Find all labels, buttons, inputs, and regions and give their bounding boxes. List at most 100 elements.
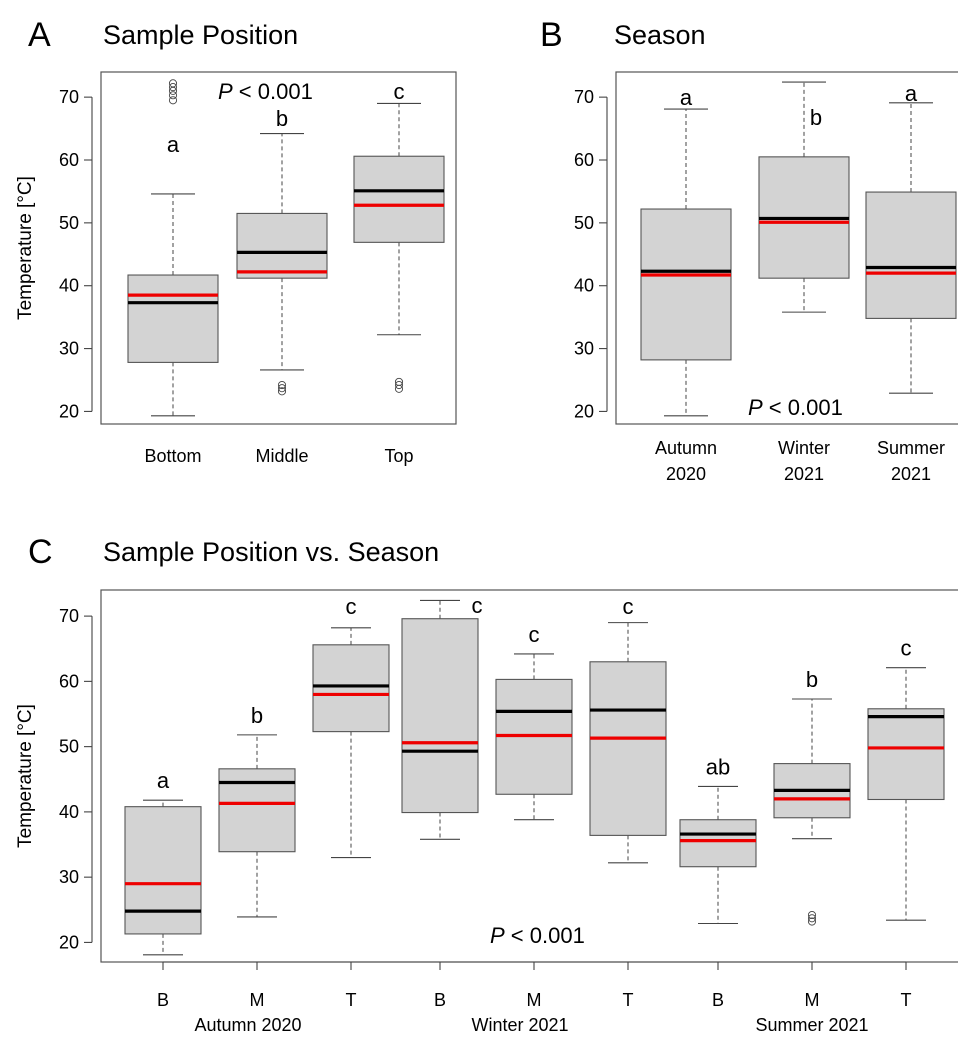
outlier-point [277, 380, 287, 390]
x-tick-label: Top [384, 446, 413, 466]
y-tick-label: 20 [59, 932, 79, 952]
outlier-point [168, 91, 178, 100]
panel-c-y-axis: 20 30 40 50 60 70 [59, 606, 93, 952]
significance-letter: c [623, 594, 634, 619]
box-5 [495, 653, 573, 821]
x-tick-label: Summer 2021 [877, 438, 945, 484]
panel-c-group-labels: Autumn 2020 Winter 2021 Summer 2021 [194, 1015, 868, 1035]
x-tick-label: B [434, 990, 446, 1010]
panel-b-y-axis: 20 30 40 50 60 70 [574, 87, 608, 421]
iqr-box [867, 708, 945, 801]
iqr-box [865, 191, 957, 319]
x-tick-label: Middle [255, 446, 308, 466]
panel-c-title: Sample Position vs. Season [103, 537, 439, 567]
iqr-box [127, 274, 219, 363]
box-9 [867, 667, 945, 921]
significance-letter: c [346, 594, 357, 619]
y-tick-label: 20 [574, 401, 594, 421]
y-tick-label: 30 [574, 339, 594, 359]
x-tick-label: M [250, 990, 265, 1010]
panel-b-letter: B [540, 16, 563, 54]
y-tick-label: 70 [574, 87, 594, 107]
panel-a-plot-frame [100, 71, 457, 425]
box-2 [758, 81, 850, 313]
x-tick-label: T [901, 990, 912, 1010]
iqr-box [353, 155, 445, 243]
panel-b-p-value: P < 0.001 [748, 395, 843, 420]
y-tick-label: 30 [59, 867, 79, 887]
outlier-point [807, 910, 817, 920]
outlier-point [807, 914, 817, 923]
outlier-point [168, 79, 178, 88]
iqr-box [679, 819, 757, 868]
panel-b-boxes [640, 81, 957, 417]
box-3 [353, 102, 445, 393]
iqr-box [312, 644, 390, 733]
y-tick-label: 40 [574, 276, 594, 296]
iqr-box [124, 806, 202, 935]
box-3 [865, 102, 957, 394]
outlier-point [277, 384, 287, 393]
panel-b-title: Season [614, 20, 706, 50]
panel-c-letter: C [28, 533, 53, 571]
x-tick-label: B [157, 990, 169, 1010]
y-tick-label: 50 [59, 737, 79, 757]
panel-c-p-value-rest: < 0.001 [505, 923, 585, 948]
box-1 [127, 79, 219, 417]
box-7 [679, 785, 757, 925]
x-tick-label: Winter 2021 [778, 438, 830, 484]
panel-c-boxes [124, 599, 945, 956]
box-6 [589, 622, 667, 864]
panel-a-y-axis: 20 30 40 50 60 70 [59, 87, 93, 421]
significance-letter: b [276, 106, 288, 131]
panel-a-p-value: P < 0.001 [218, 79, 313, 104]
x-tick-label: Bottom [144, 446, 201, 466]
significance-letter: c [472, 593, 483, 618]
significance-letter: b [806, 667, 818, 692]
y-tick-label: 70 [59, 87, 79, 107]
significance-letter: ab [706, 754, 730, 779]
y-tick-label: 40 [59, 276, 79, 296]
y-tick-label: 20 [59, 401, 79, 421]
x-tick-label: T [346, 990, 357, 1010]
y-tick-label: 60 [59, 671, 79, 691]
y-tick-label: 50 [574, 213, 594, 233]
box-1 [640, 108, 732, 417]
x-tick-label: M [805, 990, 820, 1010]
box-3 [312, 627, 390, 859]
significance-letter: c [529, 622, 540, 647]
season-group-label: Autumn 2020 [194, 1015, 301, 1035]
panel-a-boxes [127, 79, 445, 417]
panel-a-y-axis-label: Temperature [°C] [15, 176, 36, 320]
significance-letter: b [810, 105, 822, 130]
outlier-point [807, 917, 817, 926]
panel-a-title: Sample Position [103, 20, 298, 50]
outlier-point [168, 96, 178, 105]
panel-b-plot-frame [615, 71, 958, 425]
significance-letter: a [680, 85, 693, 110]
box-1 [124, 799, 202, 956]
significance-letter: a [157, 768, 170, 793]
panel-a-letter: A [28, 16, 51, 54]
panel-a-x-axis: Bottom Middle Top [144, 446, 413, 466]
y-tick-label: 40 [59, 802, 79, 822]
significance-letter: c [394, 79, 405, 104]
box-8 [773, 698, 851, 926]
panel-a: A Sample Position Temperature [°C] 20 30 4… [15, 16, 457, 466]
outlier-point [394, 377, 404, 386]
x-tick-label: Autumn 2020 [655, 438, 717, 484]
panel-c-p-value: P < 0.001 [490, 923, 585, 948]
iqr-box [589, 661, 667, 836]
box-2 [218, 734, 296, 918]
y-tick-label: 50 [59, 213, 79, 233]
box-4 [401, 599, 479, 840]
significance-letter: c [901, 636, 912, 661]
outlier-point [277, 387, 287, 396]
y-tick-label: 60 [59, 150, 79, 170]
panel-b-p-value-rest: < 0.001 [763, 395, 843, 420]
outlier-point [394, 380, 404, 390]
y-tick-label: 70 [59, 606, 79, 626]
season-group-label: Winter 2021 [471, 1015, 568, 1035]
season-group-label: Summer 2021 [755, 1015, 868, 1035]
